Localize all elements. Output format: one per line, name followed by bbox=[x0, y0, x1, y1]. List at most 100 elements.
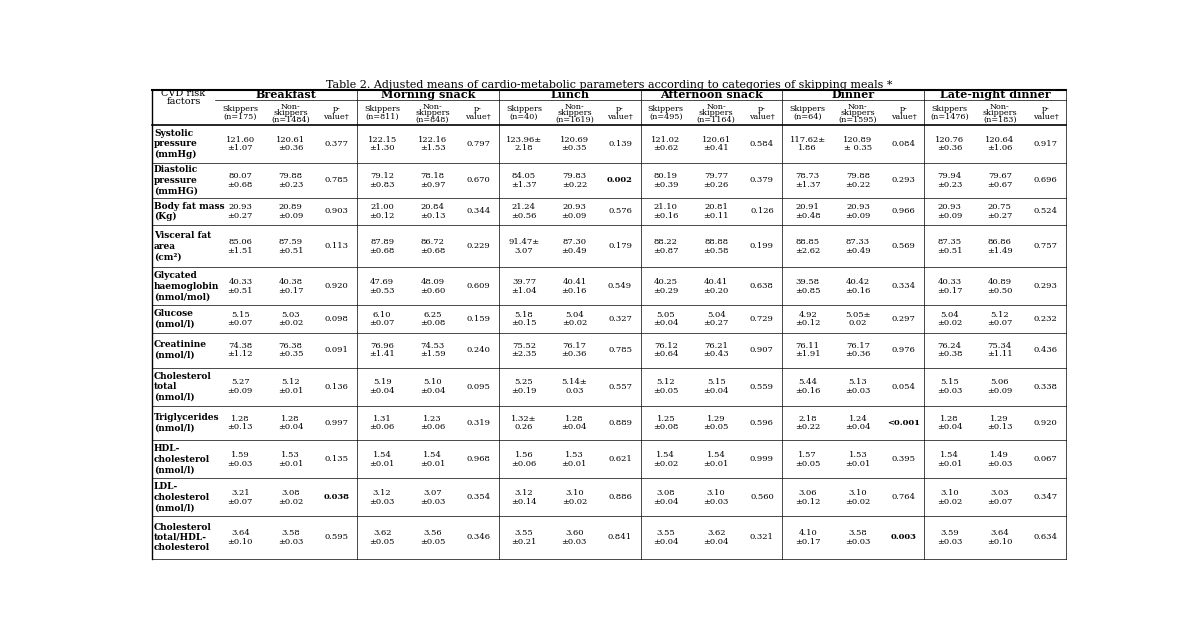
Text: 5.06
±0.09: 5.06 ±0.09 bbox=[987, 378, 1012, 395]
Text: Visceral fat
area
(cm²): Visceral fat area (cm²) bbox=[154, 232, 211, 261]
Text: 3.56
±0.05: 3.56 ±0.05 bbox=[419, 529, 446, 546]
Text: 0.321: 0.321 bbox=[750, 533, 773, 541]
Text: Skippers: Skippers bbox=[647, 105, 684, 113]
Text: 0.729: 0.729 bbox=[750, 315, 773, 323]
Text: 78.73
±1.37: 78.73 ±1.37 bbox=[795, 172, 821, 189]
Text: 91.47±
3.07: 91.47± 3.07 bbox=[508, 238, 539, 254]
Text: 0.886: 0.886 bbox=[608, 493, 632, 502]
Text: 88.85
±2.62: 88.85 ±2.62 bbox=[795, 238, 820, 254]
Text: 0.136: 0.136 bbox=[324, 382, 348, 391]
Text: 1.53
±0.01: 1.53 ±0.01 bbox=[278, 451, 303, 468]
Text: 0.232: 0.232 bbox=[1034, 315, 1057, 323]
Text: Skippers: Skippers bbox=[222, 105, 258, 113]
Text: 0.889: 0.889 bbox=[608, 419, 632, 427]
Text: 3.12
±0.03: 3.12 ±0.03 bbox=[369, 489, 394, 505]
Text: 0.920: 0.920 bbox=[1034, 419, 1057, 427]
Text: 1.28
±0.04: 1.28 ±0.04 bbox=[936, 415, 962, 431]
Text: 3.60
±0.03: 3.60 ±0.03 bbox=[562, 529, 587, 546]
Text: 0.559: 0.559 bbox=[750, 382, 773, 391]
Text: 1.53
±0.01: 1.53 ±0.01 bbox=[846, 451, 871, 468]
Text: 86.86
±1.49: 86.86 ±1.49 bbox=[987, 238, 1012, 254]
Text: 87.35
±0.51: 87.35 ±0.51 bbox=[936, 238, 962, 254]
Text: 1.29
±0.05: 1.29 ±0.05 bbox=[703, 415, 728, 431]
Text: p-: p- bbox=[474, 105, 482, 113]
Text: 0.327: 0.327 bbox=[608, 315, 632, 323]
Text: 6.25
±0.08: 6.25 ±0.08 bbox=[419, 311, 446, 327]
Text: (n=1484): (n=1484) bbox=[271, 115, 310, 124]
Text: 40.41
±0.20: 40.41 ±0.20 bbox=[703, 278, 728, 295]
Text: p-: p- bbox=[899, 105, 908, 113]
Text: 20.75
±0.27: 20.75 ±0.27 bbox=[987, 203, 1012, 220]
Text: 0.091: 0.091 bbox=[324, 346, 348, 354]
Text: 0.841: 0.841 bbox=[608, 533, 632, 541]
Text: 20.93
±0.27: 20.93 ±0.27 bbox=[228, 203, 253, 220]
Text: 0.584: 0.584 bbox=[750, 140, 773, 148]
Text: 76.21
±0.43: 76.21 ±0.43 bbox=[703, 342, 729, 358]
Text: 0.903: 0.903 bbox=[324, 208, 348, 216]
Text: 0.113: 0.113 bbox=[324, 242, 348, 251]
Text: Glucose
(nmol/l): Glucose (nmol/l) bbox=[154, 309, 195, 329]
Text: Skippers: Skippers bbox=[365, 105, 400, 113]
Text: 0.067: 0.067 bbox=[1034, 456, 1057, 463]
Text: value†: value† bbox=[607, 112, 633, 121]
Text: 0.569: 0.569 bbox=[892, 242, 916, 251]
Text: 5.14±
0.03: 5.14± 0.03 bbox=[562, 378, 587, 395]
Text: p-: p- bbox=[758, 105, 766, 113]
Text: 0.297: 0.297 bbox=[892, 315, 916, 323]
Text: 0.395: 0.395 bbox=[892, 456, 916, 463]
Text: 120.89
± 0.35: 120.89 ± 0.35 bbox=[843, 136, 873, 152]
Text: 0.968: 0.968 bbox=[467, 456, 491, 463]
Text: 1.54
±0.01: 1.54 ±0.01 bbox=[369, 451, 394, 468]
Text: 120.64
±1.06: 120.64 ±1.06 bbox=[985, 136, 1015, 152]
Text: 76.11
±1.91: 76.11 ±1.91 bbox=[795, 342, 821, 358]
Text: 40.38
±0.17: 40.38 ±0.17 bbox=[278, 278, 303, 295]
Text: 0.560: 0.560 bbox=[750, 493, 773, 502]
Text: 0.240: 0.240 bbox=[467, 346, 491, 354]
Text: 0.135: 0.135 bbox=[324, 456, 348, 463]
Text: skippers: skippers bbox=[273, 109, 308, 117]
Text: 0.638: 0.638 bbox=[750, 283, 773, 290]
Text: (n=495): (n=495) bbox=[649, 112, 683, 121]
Text: 0.596: 0.596 bbox=[750, 419, 773, 427]
Text: 79.94
±0.23: 79.94 ±0.23 bbox=[937, 172, 962, 189]
Text: value†: value† bbox=[1032, 112, 1059, 121]
Text: 40.33
±0.17: 40.33 ±0.17 bbox=[936, 278, 962, 295]
Text: 1.57
±0.05: 1.57 ±0.05 bbox=[795, 451, 820, 468]
Text: LDL-
cholesterol
(nmol/l): LDL- cholesterol (nmol/l) bbox=[154, 483, 210, 512]
Text: 0.346: 0.346 bbox=[466, 533, 491, 541]
Text: 21.00
±0.12: 21.00 ±0.12 bbox=[369, 203, 394, 220]
Text: 79.77
±0.26: 79.77 ±0.26 bbox=[703, 172, 728, 189]
Text: 5.25
±0.19: 5.25 ±0.19 bbox=[511, 378, 537, 395]
Text: 1.25
±0.08: 1.25 ±0.08 bbox=[653, 415, 678, 431]
Text: 0.557: 0.557 bbox=[608, 382, 632, 391]
Text: Triglycerides
(nmol/l): Triglycerides (nmol/l) bbox=[154, 413, 220, 433]
Text: 5.05±
0.02: 5.05± 0.02 bbox=[845, 311, 871, 327]
Text: 5.04
±0.27: 5.04 ±0.27 bbox=[703, 311, 728, 327]
Text: Breakfast: Breakfast bbox=[255, 90, 316, 100]
Text: 40.89
±0.50: 40.89 ±0.50 bbox=[987, 278, 1012, 295]
Text: (n=1476): (n=1476) bbox=[930, 112, 969, 121]
Text: 87.89
±0.68: 87.89 ±0.68 bbox=[369, 238, 394, 254]
Text: 0.199: 0.199 bbox=[750, 242, 773, 251]
Text: 0.797: 0.797 bbox=[466, 140, 491, 148]
Text: 87.59
±0.51: 87.59 ±0.51 bbox=[278, 238, 303, 254]
Text: 0.179: 0.179 bbox=[608, 242, 632, 251]
Text: 21.24
±0.56: 21.24 ±0.56 bbox=[511, 203, 537, 220]
Text: Late-night dinner: Late-night dinner bbox=[940, 90, 1050, 100]
Text: 1.28
±0.04: 1.28 ±0.04 bbox=[562, 415, 587, 431]
Text: 0.293: 0.293 bbox=[892, 177, 916, 184]
Text: Skippers: Skippers bbox=[931, 105, 967, 113]
Text: Non-: Non- bbox=[990, 102, 1010, 110]
Text: 3.10
±0.02: 3.10 ±0.02 bbox=[846, 489, 871, 505]
Text: 76.17
±0.36: 76.17 ±0.36 bbox=[846, 342, 871, 358]
Text: 20.84
±0.13: 20.84 ±0.13 bbox=[419, 203, 446, 220]
Text: Non-: Non- bbox=[848, 102, 868, 110]
Text: 47.69
±0.53: 47.69 ±0.53 bbox=[369, 278, 394, 295]
Text: 117.62±
1.86: 117.62± 1.86 bbox=[790, 136, 826, 152]
Text: 76.38
±0.35: 76.38 ±0.35 bbox=[278, 342, 303, 358]
Text: skippers: skippers bbox=[982, 109, 1017, 117]
Text: 1.54
±0.02: 1.54 ±0.02 bbox=[653, 451, 678, 468]
Text: 121.60
±1.07: 121.60 ±1.07 bbox=[226, 136, 255, 152]
Text: 1.28
±0.13: 1.28 ±0.13 bbox=[228, 415, 253, 431]
Text: Afternoon snack: Afternoon snack bbox=[661, 90, 763, 100]
